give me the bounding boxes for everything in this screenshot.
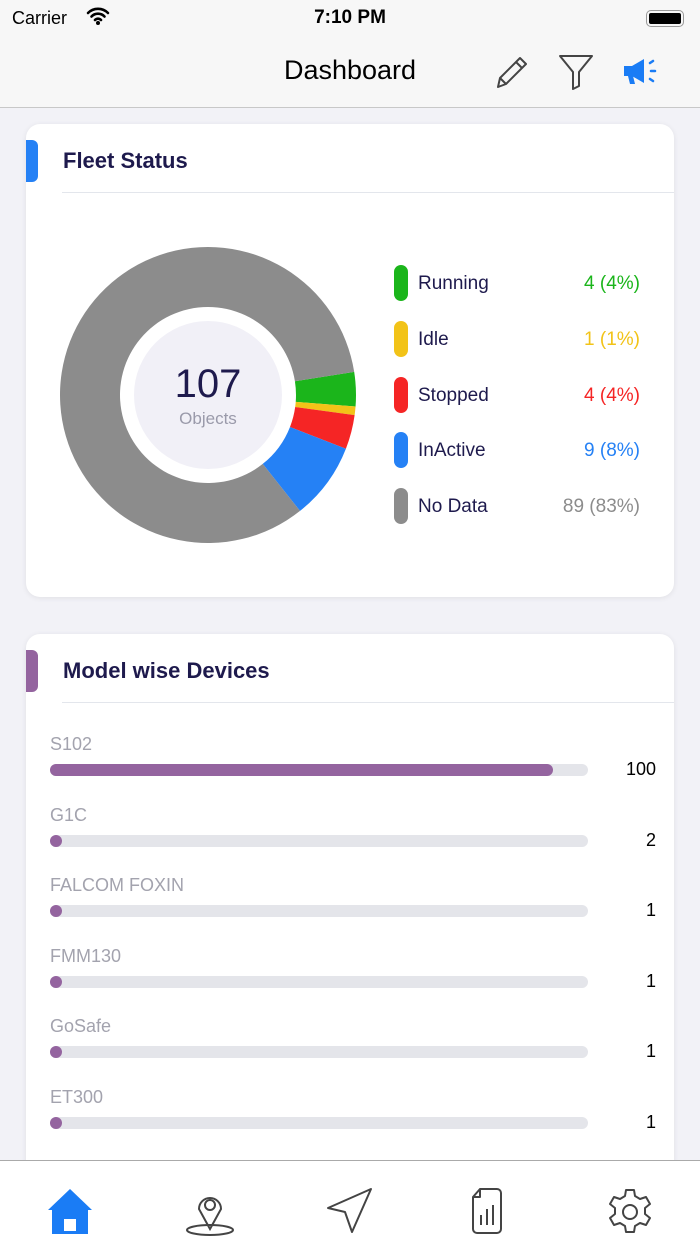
fleet-status-card: Fleet Status 107 Objects Running 4 (4%) Id… <box>26 124 674 597</box>
legend-label: No Data <box>418 496 488 518</box>
divider <box>62 702 674 703</box>
legend-value: 89 (83%) <box>562 496 640 518</box>
model-devices-card: Model wise Devices S102 100 G1C 2 FALCOM FOX… <box>26 634 674 1194</box>
donut-slice-inactive[interactable] <box>262 426 346 511</box>
card-title: Fleet Status <box>63 148 188 173</box>
model-row: S102 100 <box>50 734 656 804</box>
legend-item[interactable]: Stopped 4 (4%) <box>394 376 640 413</box>
progress-track <box>50 905 588 918</box>
legend-swatch <box>394 376 408 413</box>
model-row: FALCOM FOXIN 1 <box>50 875 656 945</box>
total-count: 107 <box>174 362 242 406</box>
clock: 7:10 PM <box>314 7 386 28</box>
model-count: 2 <box>645 829 656 850</box>
model-name: S102 <box>50 734 93 754</box>
model-name: FMM130 <box>50 945 122 966</box>
model-count: 1 <box>645 1041 656 1062</box>
legend-item[interactable]: Running 4 (4%) <box>394 265 640 301</box>
legend-swatch <box>394 320 408 357</box>
progress-fill <box>50 764 554 776</box>
model-count: 1 <box>645 900 656 921</box>
model-name: FALCOM FOXIN <box>50 875 185 896</box>
progress-track <box>50 834 588 847</box>
progress-track <box>50 1046 588 1059</box>
legend-label: Idle <box>418 328 449 350</box>
donut-slice-stopped[interactable] <box>289 406 355 449</box>
legend-item[interactable]: Idle 1 (1%) <box>394 320 640 357</box>
tab-map-pin[interactable] <box>185 1187 235 1237</box>
model-count: 1 <box>645 970 656 991</box>
progress-fill <box>50 1046 62 1059</box>
legend-item[interactable]: No Data 89 (83%) <box>394 488 640 525</box>
donut-slice-idle[interactable] <box>295 401 356 416</box>
legend-swatch <box>394 265 408 301</box>
megaphone-icon[interactable] <box>622 57 660 87</box>
donut-slice-no-data[interactable] <box>60 247 355 543</box>
legend-item[interactable]: InActive 9 (8%) <box>394 432 640 469</box>
model-row: ET300 1 <box>50 1087 656 1157</box>
nav-bar: Dashboard <box>0 40 700 108</box>
donut-slice-running[interactable] <box>294 371 356 407</box>
legend-value: 9 (8%) <box>584 440 640 462</box>
progress-fill <box>50 1117 62 1129</box>
status-bar: Carrier 7:10 PM <box>0 0 700 40</box>
progress-track <box>50 764 588 776</box>
legend-swatch <box>394 488 408 525</box>
legend-value: 4 (4%) <box>584 384 640 406</box>
total-label: Objects <box>179 409 237 428</box>
model-count: 100 <box>625 759 656 779</box>
legend-label: Running <box>418 273 489 294</box>
progress-fill <box>50 905 62 918</box>
filter-icon[interactable] <box>558 53 594 91</box>
card-accent <box>26 650 38 692</box>
model-row: GoSafe 1 <box>50 1016 656 1086</box>
pencil-icon[interactable] <box>494 53 530 91</box>
legend-label: InActive <box>418 440 486 462</box>
model-row: FMM130 1 <box>50 946 656 1016</box>
legend-value: 1 (1%) <box>584 328 640 350</box>
battery-icon <box>646 10 684 27</box>
divider <box>62 192 674 193</box>
model-count: 1 <box>645 1112 656 1132</box>
progress-fill <box>50 975 62 988</box>
legend-label: Stopped <box>418 384 489 406</box>
tab-navigate[interactable] <box>325 1187 375 1237</box>
tab-home[interactable] <box>45 1187 95 1237</box>
donut-chart <box>60 247 356 543</box>
carrier-label: Carrier <box>12 8 68 28</box>
progress-track <box>50 975 588 988</box>
model-name: GoSafe <box>50 1016 112 1037</box>
progress-track <box>50 1117 588 1129</box>
card-accent <box>26 140 38 182</box>
model-name: G1C <box>50 804 88 825</box>
card-title: Model wise Devices <box>63 658 270 683</box>
progress-fill <box>50 834 62 847</box>
model-name: ET300 <box>50 1087 104 1107</box>
donut-center <box>134 321 282 469</box>
model-row: G1C 2 <box>50 805 656 875</box>
legend-value: 4 (4%) <box>584 273 640 294</box>
legend-swatch <box>394 432 408 469</box>
tab-settings[interactable] <box>605 1187 655 1237</box>
page-title: Dashboard <box>283 55 417 85</box>
wifi-icon <box>86 7 110 25</box>
tab-report[interactable] <box>465 1187 515 1237</box>
tab-bar <box>0 1160 700 1244</box>
